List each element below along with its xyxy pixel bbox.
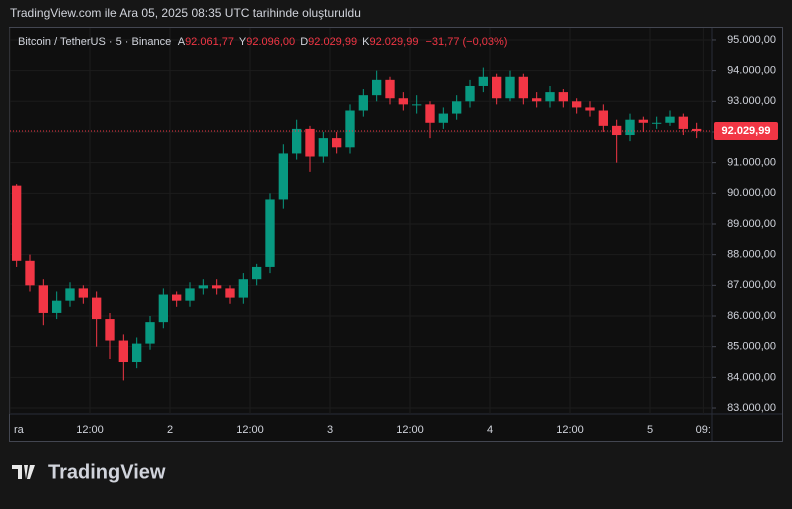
candle-body [252,266,262,280]
x-tick-label: 12:00 [236,424,264,436]
y-tick-label: 83.000,00 [727,402,776,414]
candle-body [478,76,488,86]
candle-body [92,297,102,320]
header: TradingView.com ile Ara 05, 2025 08:35 U… [10,6,361,20]
candle-body [652,122,662,124]
candle-body [118,340,128,363]
x-tick-label: 5 [647,424,653,436]
high-label: Y [239,36,247,48]
change: −31,77 (−0,03%) [426,36,508,48]
close-label: K [362,36,370,48]
candle-body [545,92,555,102]
y-tick-label: 86.000,00 [727,310,776,322]
y-tick-label: 95.000,00 [727,34,776,46]
candle-body [452,101,462,114]
legend: Bitcoin / TetherUS · 5 · Binance A92.061… [18,36,507,48]
y-tick-label: 84.000,00 [727,371,776,383]
candle-body [185,288,195,301]
logo-icon [12,465,35,479]
x-tick-label: 12:00 [556,424,584,436]
candle-body [492,76,502,99]
candle-body [638,119,648,123]
candle-body [505,76,515,99]
candle-body [425,104,435,123]
candle-body [105,319,115,341]
y-tick-label: 85.000,00 [727,341,776,353]
candle-body [518,76,528,99]
candle-body [78,288,88,298]
y-tick-label: 93.000,00 [727,95,776,107]
candle-body [25,260,35,286]
candle-body [612,125,622,136]
logo-text: TradingView [48,461,166,483]
candle-body [372,79,382,96]
candle-body [158,294,168,323]
candle-body [318,138,328,157]
y-tick-label: 90.000,00 [727,187,776,199]
candle-body [345,110,355,148]
candle-body [332,138,342,148]
last-price-box [714,122,778,141]
x-tick-label: 2 [167,424,173,436]
candle-body [52,300,62,313]
x-tick-label: 09: [696,424,711,436]
x-tick-label: 3 [327,424,333,436]
candle-body [225,288,235,298]
candle-body [665,116,675,123]
symbol: Bitcoin / TetherUS · 5 · Binance [18,36,171,48]
candle-body [292,128,302,154]
candle-body [358,95,368,111]
candle-body [465,85,475,102]
x-tick-label: 4 [487,424,493,436]
y-tick-label: 89.000,00 [727,218,776,230]
candle-body [305,128,315,157]
low: 92.029,99 [308,36,357,48]
candle-body [212,285,222,289]
x-tick-label: 12:00 [396,424,424,436]
y-tick-label: 88.000,00 [727,249,776,261]
candle-body [558,92,568,102]
candle-body [532,98,542,102]
open: 92.061,77 [185,36,234,48]
logo: TradingView [12,461,166,483]
y-tick-label: 87.000,00 [727,279,776,291]
high: 92.096,00 [246,36,295,48]
candle-body [65,288,75,301]
low-label: D [300,36,308,48]
candle-body [625,119,635,136]
candle-body [172,294,182,301]
candle-body [198,285,208,289]
candle-body [398,98,408,105]
candle-body [585,107,595,111]
last-price-label: 92.029,99 [722,125,771,137]
panel [9,27,783,442]
candle-body [678,116,688,129]
y-tick-label: 94.000,00 [727,65,776,77]
candle-body [692,128,702,132]
candle-body [278,153,288,200]
candle-body [132,343,142,363]
x-tick-label: ra [14,424,25,436]
candle-body [265,199,275,267]
candle-body [412,104,422,106]
candle-body [385,79,395,99]
x-tick-label: 12:00 [76,424,104,436]
candle-body [145,322,155,344]
candle-body [38,285,48,313]
open-label: A [178,36,186,48]
plot [9,28,712,414]
y-tick-label: 91.000,00 [727,157,776,169]
candle-body [598,110,608,126]
candle-body [238,279,248,298]
candle-body [12,185,22,261]
candle-body [572,101,582,108]
close: 92.029,99 [370,36,419,48]
candle-body [438,113,448,123]
